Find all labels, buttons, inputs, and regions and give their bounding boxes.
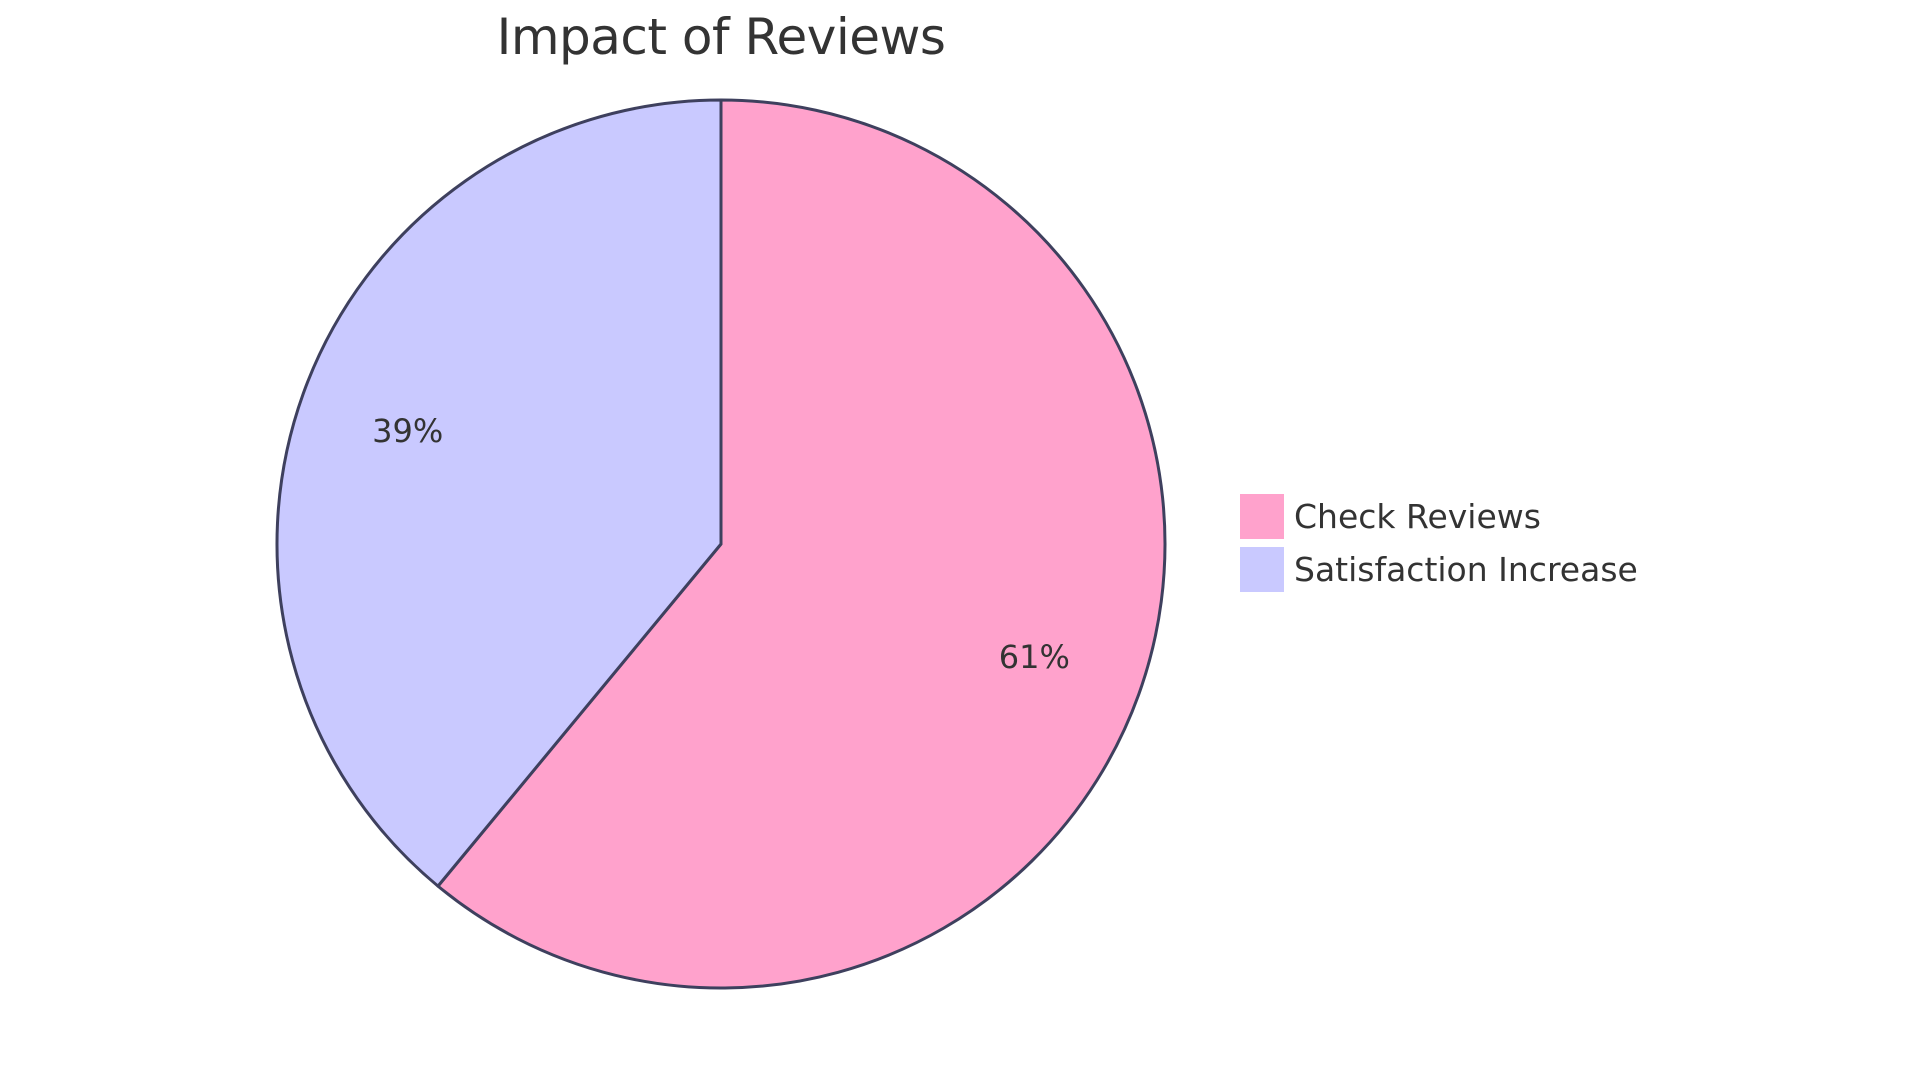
slice-percent-label: 61% (999, 638, 1070, 676)
pie-slices (275, 98, 1167, 990)
legend-swatch-satisfaction-increase (1240, 547, 1284, 592)
legend-label: Check Reviews (1294, 497, 1541, 536)
slice-percent-label: 39% (372, 412, 443, 450)
pie-slice-labels: 61% 39% (372, 412, 1070, 676)
chart-title: Impact of Reviews (496, 8, 946, 66)
pie-slice-check-reviews (436, 98, 1167, 990)
legend-swatch-check-reviews (1240, 494, 1284, 539)
legend: Check Reviews Satisfaction Increase (1240, 490, 1638, 596)
legend-label: Satisfaction Increase (1294, 550, 1638, 589)
legend-item-check-reviews: Check Reviews (1240, 490, 1638, 543)
pie-slice-satisfaction-increase (275, 98, 723, 888)
legend-item-satisfaction-increase: Satisfaction Increase (1240, 543, 1638, 596)
